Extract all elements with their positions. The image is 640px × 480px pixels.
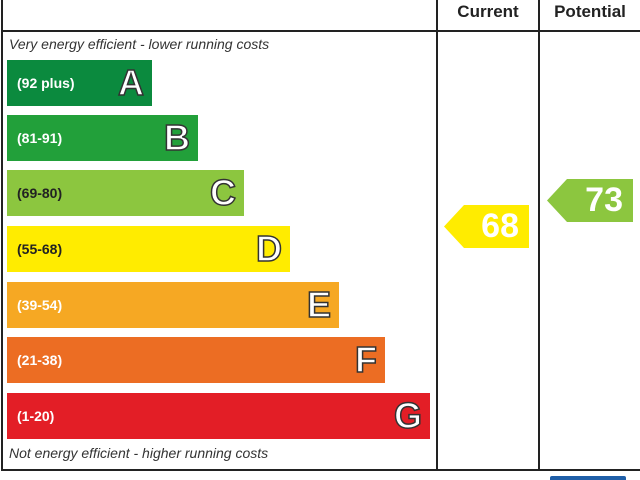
- top-note: Very energy efficient - lower running co…: [9, 36, 270, 52]
- band-d: (55-68) D: [7, 226, 290, 272]
- header-current: Current: [457, 2, 519, 21]
- band-letter: A: [117, 61, 145, 104]
- header-divider: [1, 30, 640, 32]
- potential-rating-value: 73: [585, 181, 623, 219]
- band-letter: F: [354, 338, 378, 381]
- current-rating-value: 68: [481, 207, 519, 245]
- divider-current: [436, 0, 438, 471]
- band-letter: C: [209, 171, 237, 214]
- band-b: (81-91) B: [7, 115, 198, 161]
- band-range: (69-80): [17, 185, 63, 201]
- bottom-note: Not energy efficient - higher running co…: [9, 445, 269, 461]
- band-range: (1-20): [17, 408, 55, 424]
- band-letter: G: [393, 394, 423, 437]
- current-rating-arrow: 68: [444, 205, 529, 248]
- band-range: (55-68): [17, 241, 63, 257]
- header-potential: Potential: [554, 2, 626, 21]
- band-e: (39-54) E: [7, 282, 339, 328]
- band-a: (92 plus) A: [7, 60, 152, 106]
- band-c: (69-80) C: [7, 170, 244, 216]
- band-range: (81-91): [17, 130, 63, 146]
- band-g: (1-20) G: [7, 393, 430, 439]
- bottom-border: [1, 469, 640, 471]
- band-letter: E: [306, 283, 332, 326]
- band-letter: D: [255, 227, 283, 270]
- band-letter: B: [163, 116, 191, 159]
- band-range: (39-54): [17, 297, 63, 313]
- band-f: (21-38) F: [7, 337, 385, 383]
- divider-potential: [538, 0, 540, 471]
- band-range: (21-38): [17, 352, 63, 368]
- potential-rating-arrow: 73: [547, 179, 633, 222]
- border-left: [1, 0, 3, 471]
- band-range: (92 plus): [17, 75, 75, 91]
- blue-tab: [550, 476, 626, 480]
